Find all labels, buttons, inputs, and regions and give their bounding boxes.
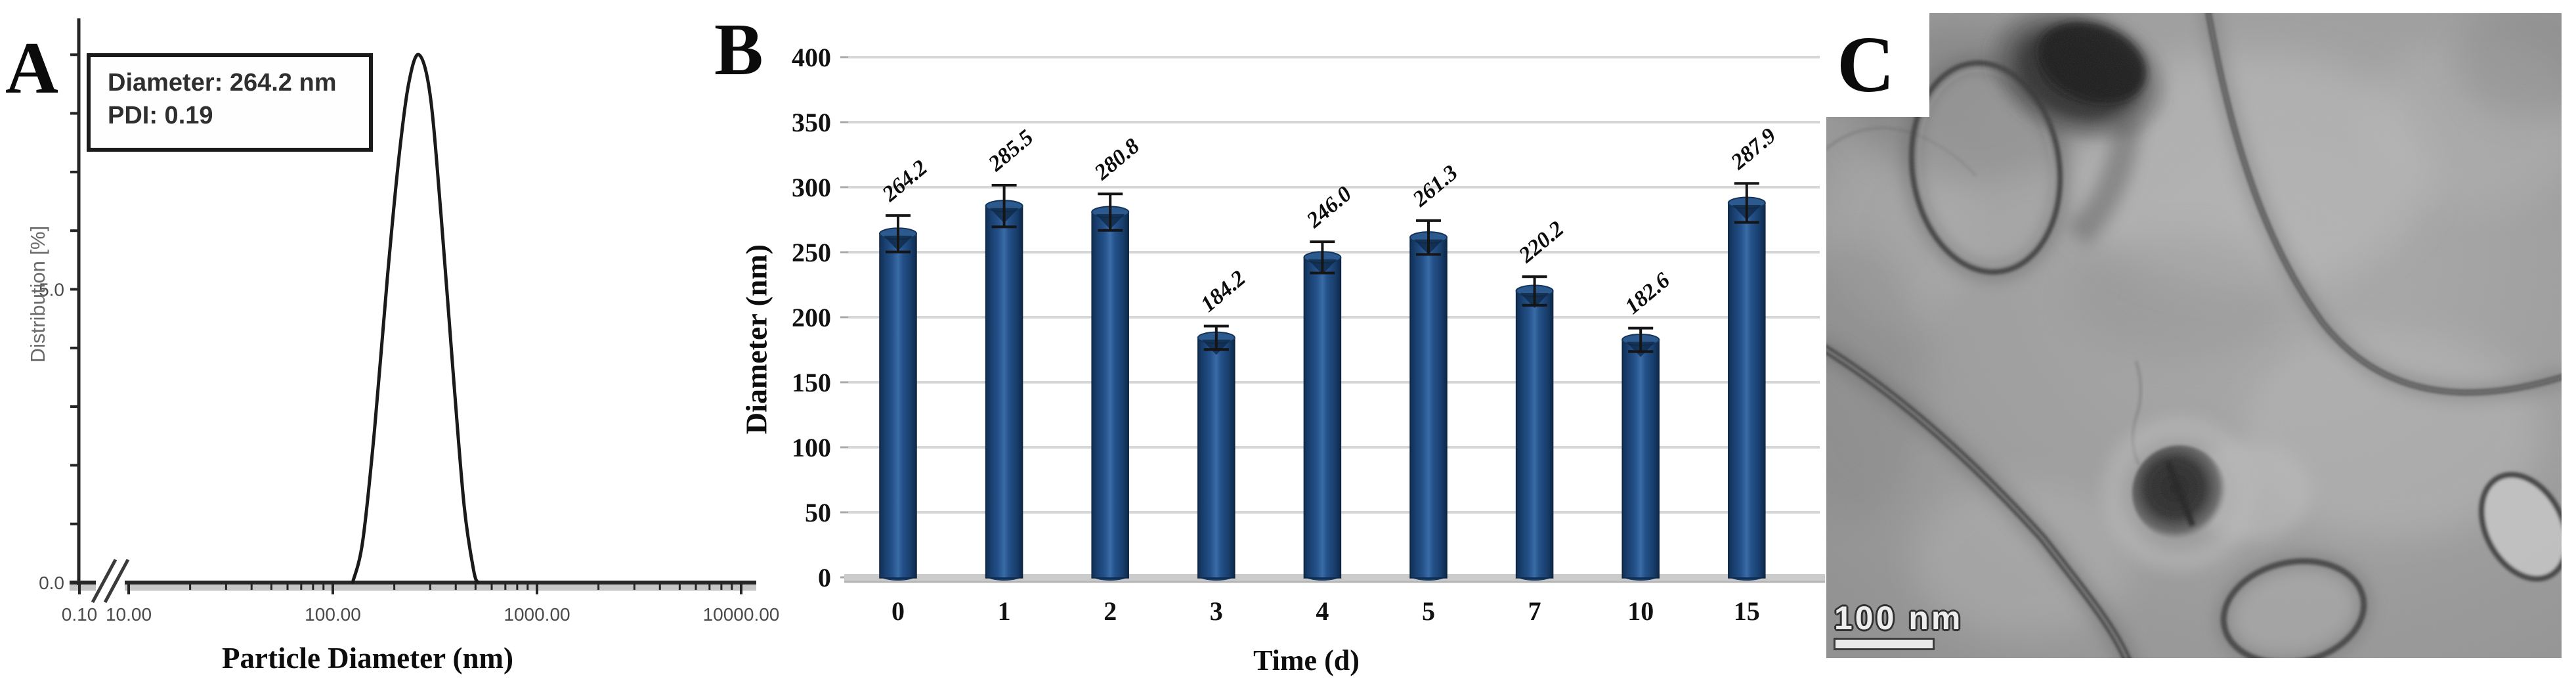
- tem-micrograph: C 100 nm: [1826, 13, 2562, 658]
- b-y-tick-label: 300: [792, 173, 831, 202]
- tem-scale-bar-text: 100 nm: [1834, 600, 1964, 636]
- bar-group: [1409, 219, 1448, 581]
- dls-pdi-annotation: PDI: 0.19: [108, 102, 213, 129]
- dls-distribution-curve: [351, 53, 480, 585]
- b-y-tick-label: 50: [805, 498, 831, 527]
- a-y-tick-label: 5.0: [39, 280, 64, 300]
- bar-value-label: 280.8: [1090, 134, 1144, 185]
- b-x-category-label: 4: [1316, 596, 1329, 626]
- b-x-category-label: 2: [1104, 596, 1117, 626]
- bar-group: [1091, 192, 1130, 581]
- a-x-tick-label: 100.00: [305, 604, 361, 625]
- bar: [1515, 290, 1554, 579]
- b-y-tick-label: 400: [792, 43, 831, 72]
- bar-value-label: 285.5: [983, 125, 1038, 177]
- bar: [1621, 339, 1660, 579]
- b-y-tick-label: 200: [792, 303, 831, 332]
- bar-group: [879, 214, 917, 581]
- b-x-category-label: 0: [891, 596, 905, 626]
- b-y-tick-label: 250: [792, 238, 831, 267]
- bar-value-label: 182.6: [1621, 268, 1675, 319]
- bar-value-label: 264.2: [878, 156, 932, 207]
- a-axis-break-slash: [103, 558, 130, 604]
- a-x-tick-label: 1000.00: [504, 604, 570, 625]
- bar: [1303, 257, 1342, 579]
- a-axis-break-slash: [91, 558, 118, 604]
- bar-group: [1727, 182, 1766, 581]
- bar-value-label: 287.9: [1726, 123, 1780, 175]
- bar: [985, 205, 1023, 579]
- b-y-tick-label: 350: [792, 108, 831, 137]
- bar-group: [1515, 275, 1554, 581]
- b-x-category-label: 15: [1734, 596, 1760, 626]
- b-x-category-label: 5: [1422, 596, 1435, 626]
- bar: [1409, 236, 1448, 579]
- dls-annotation-box: Diameter: 264.2 nm PDI: 0.19: [87, 53, 373, 152]
- bar-value-label: 184.2: [1196, 266, 1250, 317]
- panel-a-y-axis-title: Distribution [%]: [26, 225, 49, 363]
- panel-b-label: B: [714, 9, 763, 91]
- bar-group: [1303, 240, 1342, 581]
- b-x-category-label: 7: [1528, 596, 1541, 626]
- bar: [1091, 211, 1129, 579]
- panel-b-x-axis-title: Time (d): [1253, 644, 1360, 676]
- a-x-tick-label: 10.00: [106, 604, 152, 625]
- bar-value-label: 220.2: [1514, 217, 1568, 268]
- panel-c-label: C: [1837, 20, 1895, 109]
- panel-b-y-axis-title: Diameter (nm): [739, 244, 773, 435]
- bar: [879, 233, 917, 579]
- bar: [1197, 337, 1235, 579]
- panel-a-label: A: [5, 28, 58, 109]
- panel-c-label-box: [1826, 13, 1929, 117]
- dls-diameter-annotation: Diameter: 264.2 nm: [108, 69, 337, 97]
- panel-b-plot: 0 50 100 150 200 250 300 350 400 264.2 0 285.5 1 280.…: [792, 43, 1825, 626]
- tem-grain-overlay: [1826, 13, 2562, 658]
- b-x-category-label: 10: [1627, 596, 1654, 626]
- a-x-tick-label: 10000.00: [703, 604, 780, 625]
- bar-group: [1621, 326, 1660, 581]
- tem-artwork: [1826, 13, 2562, 658]
- b-y-tick-label: 0: [818, 563, 831, 592]
- a-y-tick-label: 0.0: [39, 573, 64, 593]
- panel-a-x-axis-title: Particle Diameter (nm): [222, 642, 513, 675]
- b-y-tick-label: 150: [792, 368, 831, 397]
- b-x-category-label: 1: [998, 596, 1011, 626]
- a-x-tick-label: 0.10: [62, 604, 98, 625]
- b-x-category-label: 3: [1210, 596, 1223, 626]
- b-y-tick-label: 100: [792, 433, 831, 462]
- panel-a-plot: 5.0 0.0 0.10 10.00 100.00 1000.00 10000.00: [39, 18, 779, 625]
- bar-value-label: 246.0: [1302, 182, 1356, 233]
- bar-group: [985, 184, 1023, 581]
- tem-scale-bar-line: [1835, 640, 1933, 648]
- bar: [1728, 202, 1766, 579]
- bar-group: [1197, 324, 1235, 581]
